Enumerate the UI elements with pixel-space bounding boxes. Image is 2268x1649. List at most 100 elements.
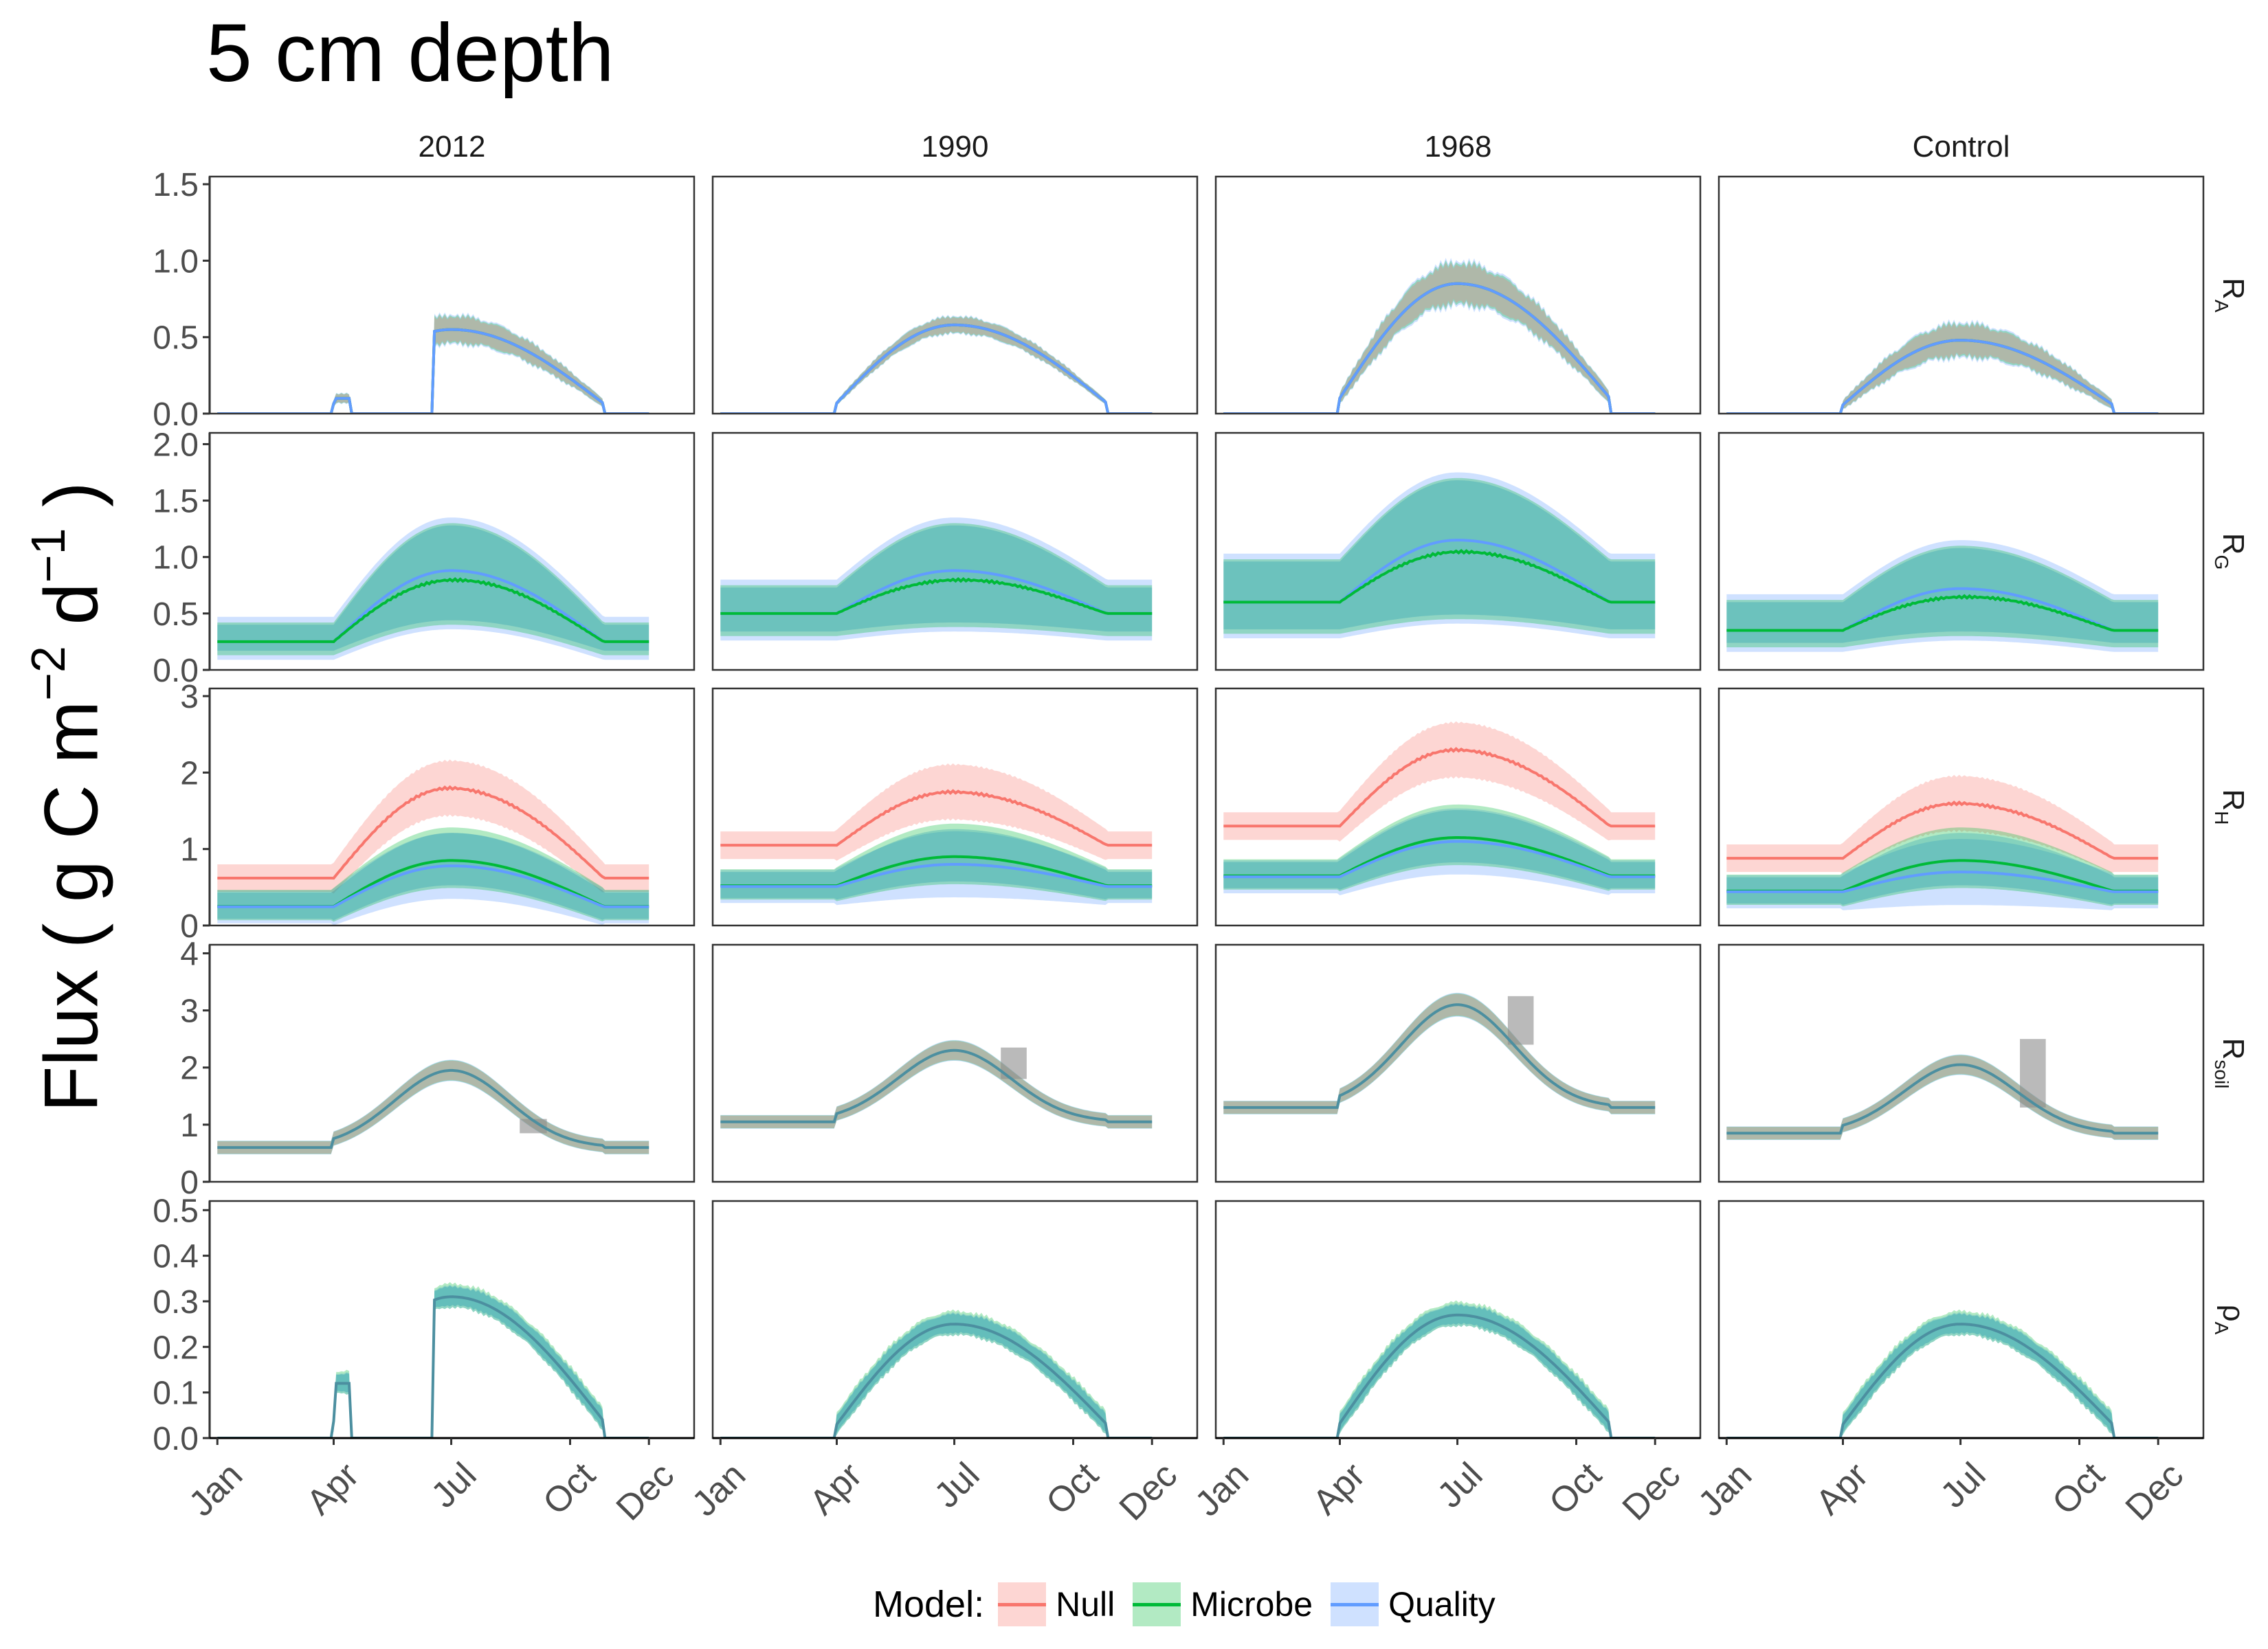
ribbon-band — [1223, 1303, 1656, 1438]
x-tick-label: Jul — [1430, 1455, 1490, 1516]
panel-3-0 — [217, 1059, 649, 1155]
y-tick-label: 0.5 — [153, 320, 199, 357]
panel-1-1 — [720, 517, 1153, 641]
series-line — [720, 577, 1153, 615]
observation-box — [520, 1119, 547, 1134]
y-tick-label: 1.0 — [153, 540, 199, 576]
ribbon-band — [720, 1313, 1153, 1438]
panel-border — [1214, 943, 1702, 1183]
facet-column-label: 2012 — [419, 130, 486, 164]
row-label-sub: G — [2211, 555, 2232, 570]
ribbon-band — [217, 1282, 649, 1438]
x-tick-group: Jul — [423, 1455, 484, 1516]
panel-border — [1214, 431, 1702, 671]
ribbon-band — [1223, 810, 1656, 890]
y-tick-label: 3 — [180, 679, 199, 715]
series-line — [217, 1295, 649, 1438]
x-tick-group: Dec — [609, 1455, 682, 1528]
series-line — [1223, 747, 1656, 828]
ribbon-band — [217, 523, 649, 655]
panel-border — [711, 431, 1199, 671]
row-label-main: R — [2216, 1038, 2250, 1060]
x-tick-label: Apr — [1305, 1455, 1372, 1523]
panel-2-1 — [720, 763, 1153, 906]
x-tick-group: Oct — [1038, 1455, 1107, 1523]
panel-1-2 — [1223, 472, 1656, 638]
ribbon-band — [720, 1312, 1153, 1438]
x-tick-group: Jul — [1430, 1455, 1490, 1516]
x-tick-group: Jul — [926, 1455, 987, 1516]
x-tick-label: Dec — [609, 1455, 682, 1528]
panel-4-3 — [1726, 1309, 2159, 1438]
x-tick-label: Oct — [2045, 1455, 2113, 1523]
ribbon-band — [1223, 994, 1656, 1114]
y-tick-label: 2 — [180, 755, 199, 792]
x-tick-group: Jul — [1933, 1455, 1993, 1516]
legend-item-microbe: Microbe — [1133, 1582, 1313, 1626]
ribbon-band — [1223, 262, 1656, 414]
series-line — [720, 323, 1153, 414]
legend-label-quality: Quality — [1388, 1585, 1496, 1624]
panel-2-0 — [217, 759, 649, 926]
series-line — [217, 328, 649, 414]
row-label-sub: A — [2211, 1322, 2232, 1335]
ribbon-band — [1223, 260, 1656, 414]
series-line — [217, 785, 649, 880]
series-line — [1726, 1323, 2159, 1438]
row-label-main: R — [2216, 789, 2250, 811]
panel-border — [208, 687, 696, 927]
ribbon-band — [720, 1041, 1153, 1128]
y-tick-label: 0.1 — [153, 1376, 199, 1412]
panel-2-2 — [1223, 721, 1656, 895]
x-tick-label: Jan — [181, 1455, 250, 1524]
panel-border — [711, 175, 1199, 415]
x-tick-group: Jan — [181, 1455, 250, 1524]
panel-3-3 — [1726, 1039, 2159, 1141]
y-tick-label: 0.2 — [153, 1330, 199, 1366]
ribbon-band — [1726, 1312, 2159, 1438]
ribbon-band — [1223, 808, 1656, 895]
x-tick-group: Oct — [535, 1455, 603, 1523]
x-tick-group: Jan — [1691, 1455, 1759, 1524]
facet-column-label: 1990 — [922, 130, 989, 164]
ribbon-band — [1726, 540, 2159, 652]
x-tick-group: Jan — [685, 1455, 753, 1524]
x-tick-label: Jan — [1188, 1455, 1256, 1524]
ribbon-band — [1726, 1055, 2159, 1140]
x-tick-group: Apr — [802, 1455, 869, 1523]
panel-border — [711, 687, 1199, 927]
ribbon-band — [720, 517, 1153, 641]
x-tick-group: Apr — [1808, 1455, 1876, 1523]
ribbon-band — [720, 1309, 1153, 1438]
x-tick-label: Oct — [1038, 1455, 1107, 1523]
ribbon-band — [1726, 548, 2159, 643]
y-tick-label: 0.0 — [153, 1421, 199, 1457]
panel-border — [1214, 175, 1702, 415]
x-tick-label: Apr — [802, 1455, 869, 1523]
series-line — [1223, 548, 1656, 604]
ribbon-band — [720, 315, 1153, 414]
ribbon-band — [720, 823, 1153, 901]
panel-1-3 — [1726, 540, 2159, 652]
ribbon-band — [1223, 472, 1656, 638]
ribbon-band — [1726, 319, 2159, 414]
ribbon-band — [1726, 774, 2159, 874]
panel-border — [208, 943, 696, 1183]
y-tick-label: 1.5 — [153, 484, 199, 520]
legend: Model: Null Microbe Quality — [873, 1573, 1513, 1635]
ribbon-band — [1726, 1313, 2159, 1438]
row-label-main: R — [2216, 533, 2250, 555]
x-tick-label: Jul — [926, 1455, 987, 1516]
ribbon-band — [1726, 321, 2159, 414]
series-line — [1726, 871, 2159, 893]
facet-row-label: Rsoil — [2211, 1038, 2250, 1089]
ribbon-band — [720, 525, 1153, 632]
y-tick-label: 1 — [180, 1108, 199, 1144]
legend-label-null: Null — [1056, 1585, 1115, 1624]
series-line — [1726, 1063, 2159, 1135]
panel-3-2 — [1223, 992, 1656, 1114]
x-tick-label: Dec — [2118, 1455, 2191, 1528]
ribbon-band — [217, 525, 649, 651]
